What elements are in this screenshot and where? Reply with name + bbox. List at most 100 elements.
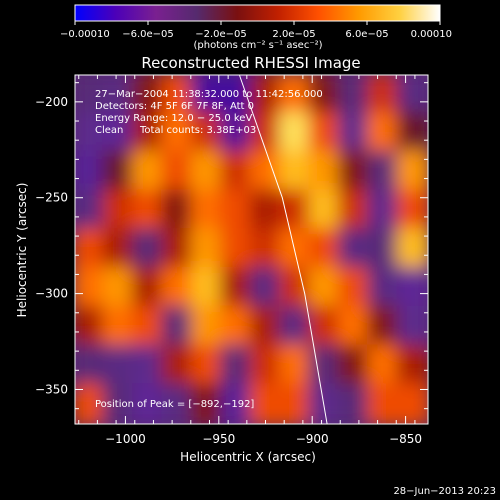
heatmap-cell [337, 75, 372, 116]
heatmap-cell [220, 266, 254, 310]
heatmap-cell [337, 344, 372, 388]
colorbar-tick-label: −2.0e−05 [195, 29, 247, 40]
heatmap-cell [161, 383, 195, 424]
y-tick-label: −200 [35, 95, 68, 109]
heatmap-cell [308, 266, 342, 310]
heatmap-cell [396, 266, 428, 310]
heatmap-cell [367, 75, 401, 116]
heatmap-cell [102, 305, 136, 349]
heatmap-cell [396, 344, 428, 388]
x-tick-label: −1000 [105, 432, 146, 446]
annotation-method: Clean [95, 125, 123, 136]
annotation-peak-position: Position of Peak = [−892,−192] [95, 399, 254, 410]
heatmap-cell [308, 383, 342, 424]
heatmap-cell [131, 189, 166, 233]
heatmap-cell [161, 266, 195, 310]
heatmap-cell [396, 189, 428, 233]
heatmap-cell [131, 266, 166, 310]
annotation-detectors: Detectors: 4F 5F 6F 7F 8F, Att 0 [95, 101, 254, 112]
heatmap-cell [337, 150, 372, 194]
x-axis-label: Heliocentric X (arcsec) [180, 450, 316, 464]
heatmap-cell [367, 150, 401, 194]
heatmap-cell [161, 150, 195, 194]
heatmap-cell [220, 111, 254, 155]
heatmap-cell [102, 228, 136, 271]
heatmap-cell [278, 150, 313, 194]
heatmap-cell [396, 150, 428, 194]
y-tick-label: −250 [35, 191, 68, 205]
heatmap-cell [278, 189, 313, 233]
heatmap-cell [75, 75, 107, 116]
heatmap-cell [308, 228, 342, 271]
heatmap-cell [75, 228, 107, 271]
heatmap-cell [102, 75, 136, 116]
heatmap-cell [190, 228, 225, 271]
heatmap-cell [190, 189, 225, 233]
heatmap-cell [367, 111, 401, 155]
heatmap-cell [161, 75, 195, 116]
colorbar-tick-label: 0.00010 [411, 29, 452, 40]
y-tick-label: −350 [35, 382, 68, 396]
heatmap-cell [278, 228, 313, 271]
x-tick-label: −950 [202, 432, 235, 446]
heatmap-cell [161, 111, 195, 155]
annotations: 27−Mar−2004 11:38:32.000 to 11:42:56.000… [95, 89, 323, 410]
heatmap-cell [102, 383, 136, 424]
colorbar-tick-label: −6.0e−05 [122, 29, 174, 40]
heatmap-cell [278, 305, 313, 349]
colorbar-unit-label: (photons cm⁻² s⁻¹ asec⁻²) [193, 40, 322, 51]
heatmap-cell [278, 266, 313, 310]
heatmap-cell [102, 189, 136, 233]
heatmap-cell [102, 266, 136, 310]
y-axis-label: Heliocentric Y (arcsec) [15, 183, 29, 318]
heatmap-cell [161, 228, 195, 271]
heatmap-cell [337, 383, 372, 424]
heatmap-cell [75, 111, 107, 155]
colorbar-tick-label: −0.00010 [60, 29, 110, 40]
y-tick-label: −300 [35, 287, 68, 301]
heatmap-cell [337, 228, 372, 271]
heatmap-cell [131, 305, 166, 349]
heatmap-cell [75, 383, 107, 424]
colorbar-tick-label: 6.0e−05 [345, 29, 388, 40]
heatmap-cell [102, 111, 136, 155]
x-tick-label: −900 [296, 432, 329, 446]
heatmap-cell [249, 383, 283, 424]
heatmap-cell [102, 150, 136, 194]
heatmap-cell [396, 228, 428, 271]
heatmap-cell [278, 344, 313, 388]
heatmap-cell [249, 305, 283, 349]
chart-title: Reconstructed RHESSI Image [141, 54, 360, 72]
x-tick-label: −850 [389, 432, 422, 446]
heatmap-cell [367, 383, 401, 424]
heatmap-cell [278, 383, 313, 424]
heatmap-cell [131, 111, 166, 155]
heatmap-cell [131, 150, 166, 194]
heatmap-cell [102, 344, 136, 388]
heatmap-cell [367, 266, 401, 310]
heatmap-cell [220, 344, 254, 388]
heatmap-cell [220, 150, 254, 194]
heatmap-cell [337, 111, 372, 155]
heatmap-cell [396, 111, 428, 155]
heatmap-cell [161, 189, 195, 233]
heatmap-cell [190, 150, 225, 194]
colorbar-tick-label: 2.0e−05 [272, 29, 315, 40]
heatmap-cell [75, 305, 107, 349]
heatmap-image [75, 75, 428, 424]
heatmap-cell [308, 344, 342, 388]
footer-date: 28−Jun−2013 20:23 [393, 486, 496, 497]
heatmap-cell [396, 305, 428, 349]
heatmap-cell [308, 189, 342, 233]
heatmap-cell [161, 344, 195, 388]
heatmap-cell [75, 266, 107, 310]
heatmap-cell [75, 344, 107, 388]
heatmap-cell [337, 305, 372, 349]
heatmap-cell [367, 305, 401, 349]
heatmap-cell [278, 111, 313, 155]
heatmap-cell [249, 228, 283, 271]
colorbar [74, 4, 441, 22]
heatmap-cell [220, 383, 254, 424]
heatmap-cell [249, 266, 283, 310]
heatmap-cell [190, 344, 225, 388]
